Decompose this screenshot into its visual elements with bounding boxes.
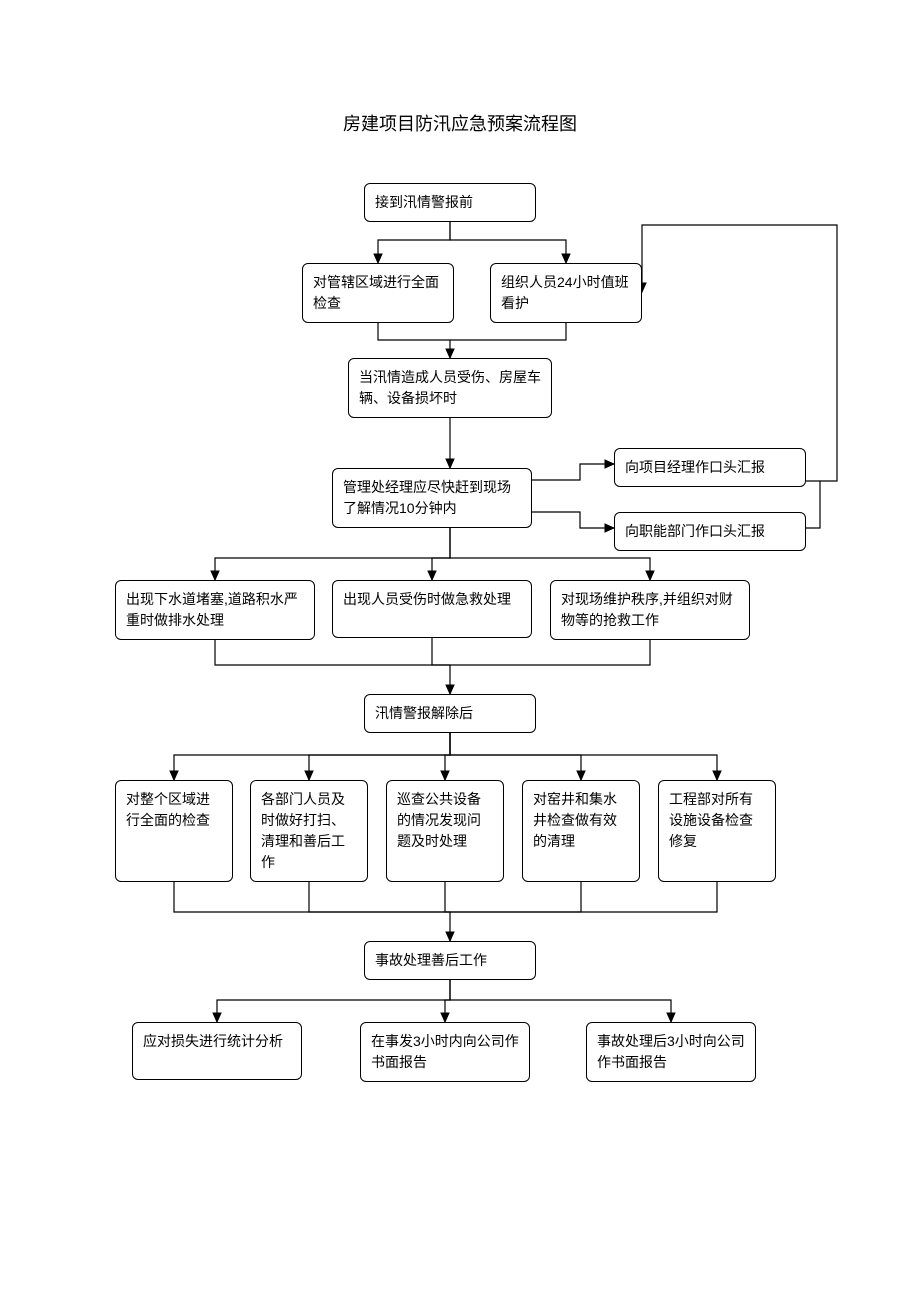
edge [217, 974, 450, 1022]
flowchart-node-n2a: 对管辖区域进行全面检查 [302, 263, 454, 323]
flowchart-node-n4b: 向职能部门作口头汇报 [614, 512, 806, 551]
edge [174, 882, 450, 941]
edge [445, 974, 450, 1022]
flowchart-node-n5a: 出现下水道堵塞,道路积水严重时做排水处理 [115, 580, 315, 640]
edge [174, 727, 450, 780]
flowchart-node-n4: 管理处经理应尽快赶到现场了解情况10分钟内 [332, 468, 532, 528]
edge [450, 216, 566, 263]
edge [445, 727, 450, 780]
edge [450, 727, 717, 780]
flowchart-node-n9c: 事故处理后3小时向公司作书面报告 [586, 1022, 756, 1082]
edge [309, 882, 450, 912]
edge [309, 727, 450, 780]
edge [450, 882, 581, 912]
edge [450, 727, 581, 780]
page: { "title": "房建项目防汛应急预案流程图", "type": "flo… [0, 0, 920, 1301]
edge [450, 882, 717, 912]
flowchart-node-n7d: 对窑井和集水井检查做有效的清理 [522, 780, 640, 882]
edge [450, 638, 650, 665]
flowchart-node-n7e: 工程部对所有设施设备检查修复 [658, 780, 776, 882]
edge [215, 526, 450, 580]
flowchart-node-n2b: 组织人员24小时值班看护 [490, 263, 642, 323]
flowchart-node-n5b: 出现人员受伤时做急救处理 [332, 580, 532, 638]
flowchart-node-n7a: 对整个区域进行全面的检查 [115, 780, 233, 882]
edge [450, 974, 671, 1022]
flowchart-node-n4a: 向项目经理作口头汇报 [614, 448, 806, 487]
edge [432, 638, 450, 665]
edge [642, 225, 837, 481]
edge [450, 321, 566, 340]
flowchart-node-n9a: 应对损失进行统计分析 [132, 1022, 302, 1080]
edge [532, 464, 614, 480]
flowchart-node-n6: 汛情警报解除后 [364, 694, 536, 733]
flowchart-node-n7c: 巡查公共设备的情况发现问题及时处理 [386, 780, 504, 882]
edge [445, 882, 450, 912]
edge [378, 216, 450, 263]
edge [532, 512, 614, 528]
edge [378, 321, 450, 358]
flowchart-node-n9b: 在事发3小时内向公司作书面报告 [360, 1022, 530, 1082]
flowchart-node-n1: 接到汛情警报前 [364, 183, 536, 222]
diagram-title: 房建项目防汛应急预案流程图 [0, 110, 920, 136]
flowchart-node-n7b: 各部门人员及时做好打扫、清理和善后工作 [250, 780, 368, 882]
flowchart-node-n3: 当汛情造成人员受伤、房屋车辆、设备损坏时 [348, 358, 552, 418]
edge [432, 526, 450, 580]
edge [215, 638, 450, 694]
edge [806, 481, 820, 528]
flowchart-node-n8: 事故处理善后工作 [364, 941, 536, 980]
flowchart-node-n5c: 对现场维护秩序,并组织对财物等的抢救工作 [550, 580, 750, 640]
